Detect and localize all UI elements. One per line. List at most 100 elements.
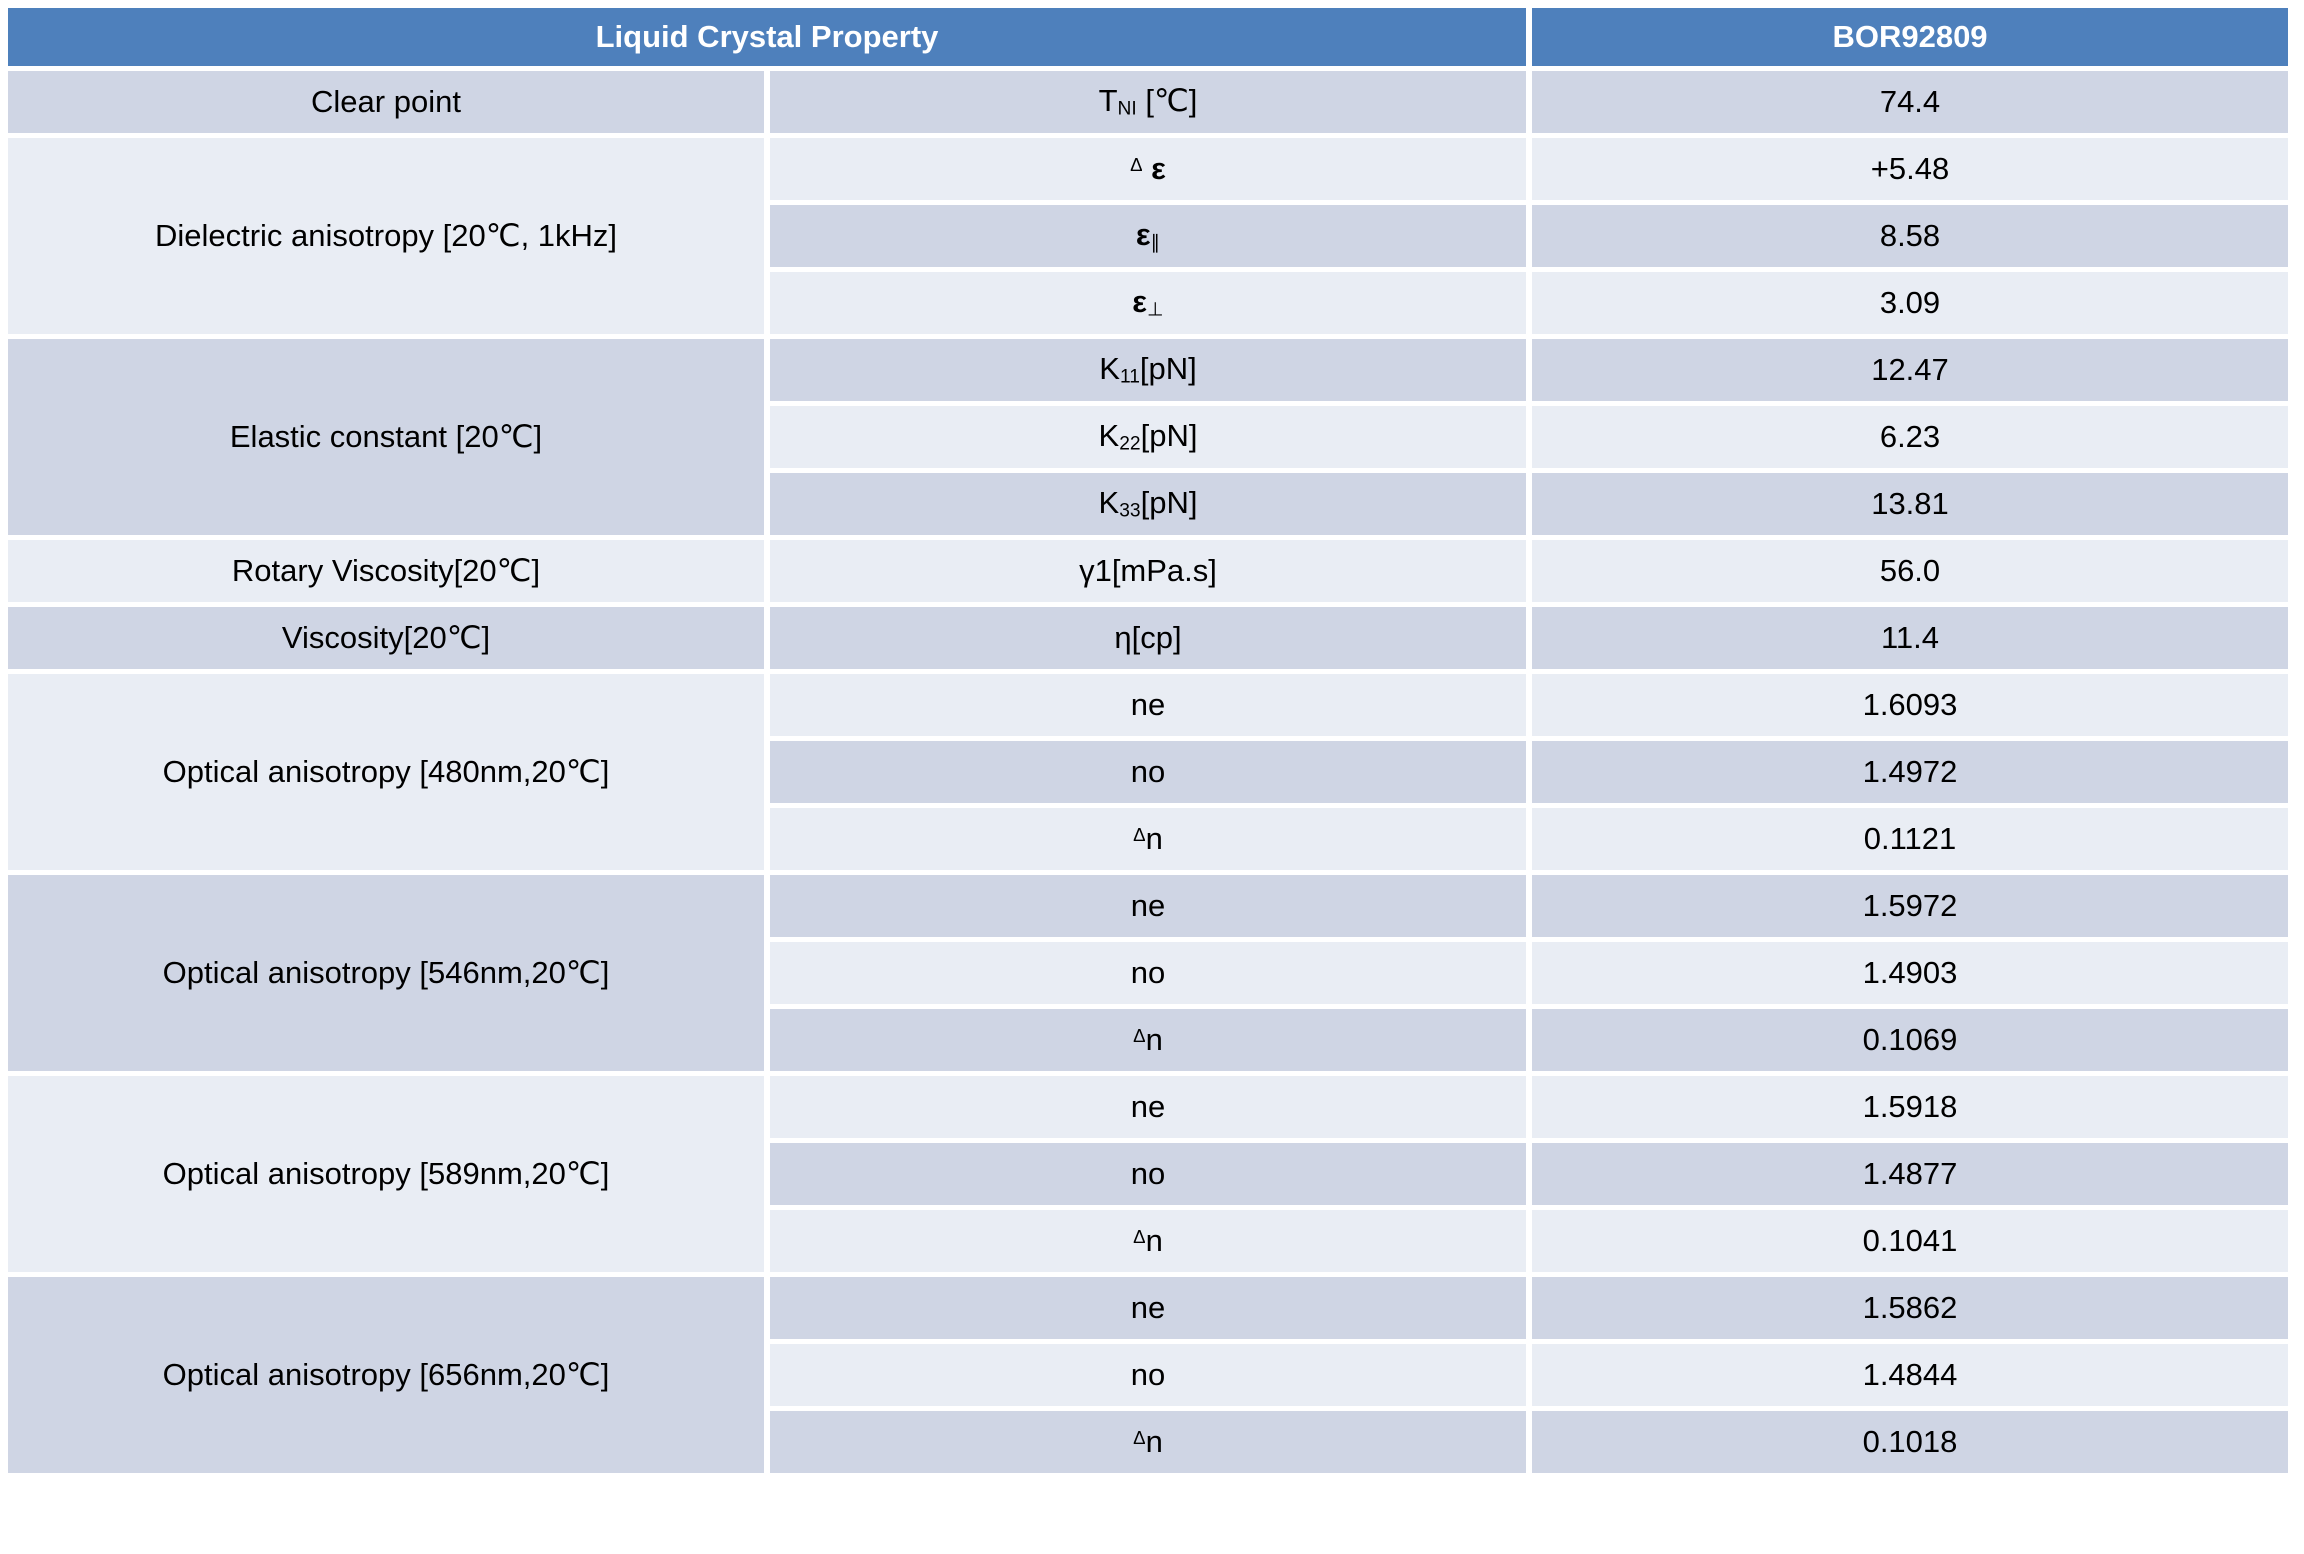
value-cell: 1.4877 xyxy=(1532,1143,2288,1205)
value-cell: 12.47 xyxy=(1532,339,2288,401)
value-cell: 1.4844 xyxy=(1532,1344,2288,1406)
property-group-cell: Optical anisotropy [546nm,20℃] xyxy=(8,875,764,1071)
table-row: no 1.4903 xyxy=(8,942,2288,1004)
table-row: no 1.4972 xyxy=(8,741,2288,803)
parameter-cell: ne xyxy=(770,674,1526,736)
parameter-cell: Δn xyxy=(770,1411,1526,1473)
parameter-cell: Δ ε xyxy=(770,138,1526,200)
table-row: Optical anisotropy [480nm,20℃] ne 1.6093 xyxy=(8,674,2288,870)
value-cell: 74.4 xyxy=(1532,71,2288,133)
property-group-cell: Clear point xyxy=(8,71,764,133)
table-row: Δn 0.1069 xyxy=(8,1009,2288,1071)
value-cell: 3.09 xyxy=(1532,272,2288,334)
table-row: Elastic constant [20℃] K11[pN] 12.47 xyxy=(8,339,2288,535)
table-row: no 1.4877 xyxy=(8,1143,2288,1205)
value-cell: 0.1121 xyxy=(1532,808,2288,870)
value-cell: 1.6093 xyxy=(1532,674,2288,736)
property-group-cell: Viscosity[20℃] xyxy=(8,607,764,669)
parameter-cell: ne xyxy=(770,1076,1526,1138)
value-cell: 1.4972 xyxy=(1532,741,2288,803)
parameter-text-part: K xyxy=(1098,485,1120,521)
parameter-cell: ε∥ xyxy=(770,205,1526,267)
value-cell: 1.5918 xyxy=(1532,1076,2288,1138)
table-row: ε⊥ 3.09 xyxy=(8,272,2288,334)
parameter-text-part: Δ xyxy=(1133,824,1146,846)
parameter-text-part: 33 xyxy=(1119,500,1141,522)
parameter-text-part: ne xyxy=(1130,887,1166,923)
header-row: Liquid Crystal Property BOR92809 xyxy=(8,8,2288,66)
table-row: Optical anisotropy [546nm,20℃] ne 1.5972 xyxy=(8,875,2288,1071)
table-row: K22[pN] 6.23 xyxy=(8,406,2288,468)
parameter-text-part: n xyxy=(1145,1423,1163,1459)
parameter-cell: γ1[mPa.s] xyxy=(770,540,1526,602)
parameter-cell: no xyxy=(770,942,1526,1004)
table-row: Optical anisotropy [589nm,20℃] ne 1.5918 xyxy=(8,1076,2288,1272)
parameter-text-part: [pN] xyxy=(1140,418,1198,454)
value-cell: 13.81 xyxy=(1532,473,2288,535)
parameter-cell: K33[pN] xyxy=(770,473,1526,535)
table-row: Δn 0.1018 xyxy=(8,1411,2288,1473)
value-cell: 0.1018 xyxy=(1532,1411,2288,1473)
parameter-cell: no xyxy=(770,1143,1526,1205)
parameter-cell: Δn xyxy=(770,808,1526,870)
parameter-text-part: ⊥ xyxy=(1146,299,1164,321)
parameter-cell: TNI [℃] xyxy=(770,71,1526,133)
table-row: Δn 0.1121 xyxy=(8,808,2288,870)
property-group-cell: Optical anisotropy [589nm,20℃] xyxy=(8,1076,764,1272)
parameter-text-part: Δ xyxy=(1133,1025,1146,1047)
parameter-text-part: no xyxy=(1130,1356,1166,1392)
property-group-cell: Rotary Viscosity[20℃] xyxy=(8,540,764,602)
value-cell: 1.5862 xyxy=(1532,1277,2288,1339)
value-cell: 56.0 xyxy=(1532,540,2288,602)
header-sample-cell: BOR92809 xyxy=(1532,8,2288,66)
parameter-cell: no xyxy=(770,741,1526,803)
table-row: no 1.4844 xyxy=(8,1344,2288,1406)
table-row: Viscosity[20℃] η[cp] 11.4 xyxy=(8,607,2288,669)
parameter-text-part: no xyxy=(1130,753,1166,789)
parameter-text-part: ne xyxy=(1130,1088,1166,1124)
parameter-text-part: Δ xyxy=(1133,1226,1146,1248)
header-property-cell: Liquid Crystal Property xyxy=(8,8,1526,66)
value-cell: +5.48 xyxy=(1532,138,2288,200)
property-group-cell: Dielectric anisotropy [20℃, 1kHz] xyxy=(8,138,764,334)
parameter-text-part: γ1[mPa.s] xyxy=(1079,552,1217,588)
parameter-cell: K11[pN] xyxy=(770,339,1526,401)
parameter-text-part: no xyxy=(1130,954,1166,990)
value-cell: 1.4903 xyxy=(1532,942,2288,1004)
parameter-text-part xyxy=(1143,151,1152,186)
parameter-text-part: ne xyxy=(1130,686,1166,722)
parameter-cell: K22[pN] xyxy=(770,406,1526,468)
parameter-text-part: K xyxy=(1098,418,1120,454)
parameter-cell: Δn xyxy=(770,1210,1526,1272)
parameter-text-part: n xyxy=(1145,1222,1163,1258)
parameter-text-part: ∥ xyxy=(1150,232,1161,254)
value-cell: 11.4 xyxy=(1532,607,2288,669)
parameter-text-part: no xyxy=(1130,1155,1166,1191)
table-row: Δn 0.1041 xyxy=(8,1210,2288,1272)
table-row: Dielectric anisotropy [20℃, 1kHz] Δ ε +5.4… xyxy=(8,138,2288,334)
parameter-cell: no xyxy=(770,1344,1526,1406)
parameter-text-part: 11 xyxy=(1119,366,1140,388)
table-row: K33[pN] 13.81 xyxy=(8,473,2288,535)
value-cell: 1.5972 xyxy=(1532,875,2288,937)
parameter-text-part: [℃] xyxy=(1136,83,1198,119)
parameter-text-part: ε xyxy=(1132,284,1147,320)
table-row: Clear point TNI [℃] 74.4 xyxy=(8,71,2288,133)
table-row: ε∥ 8.58 xyxy=(8,205,2288,267)
parameter-cell: ne xyxy=(770,875,1526,937)
parameter-cell: ne xyxy=(770,1277,1526,1339)
parameter-text-part: NI xyxy=(1117,98,1137,120)
parameter-text-part: n xyxy=(1145,1021,1163,1057)
parameter-text-part: K xyxy=(1099,351,1120,387)
parameter-text-part: η[cp] xyxy=(1114,619,1182,655)
value-cell: 0.1041 xyxy=(1532,1210,2288,1272)
parameter-text-part: [pN] xyxy=(1140,485,1198,521)
lc-property-table: Liquid Crystal Property BOR92809 Clear p… xyxy=(2,3,2294,1478)
parameter-text-part: ε xyxy=(1151,150,1166,186)
parameter-text-part: 22 xyxy=(1119,433,1141,455)
value-cell: 8.58 xyxy=(1532,205,2288,267)
parameter-text-part: [pN] xyxy=(1139,351,1197,387)
parameter-cell: Δn xyxy=(770,1009,1526,1071)
parameter-text-part: ne xyxy=(1130,1289,1166,1325)
property-group-cell: Optical anisotropy [656nm,20℃] xyxy=(8,1277,764,1473)
